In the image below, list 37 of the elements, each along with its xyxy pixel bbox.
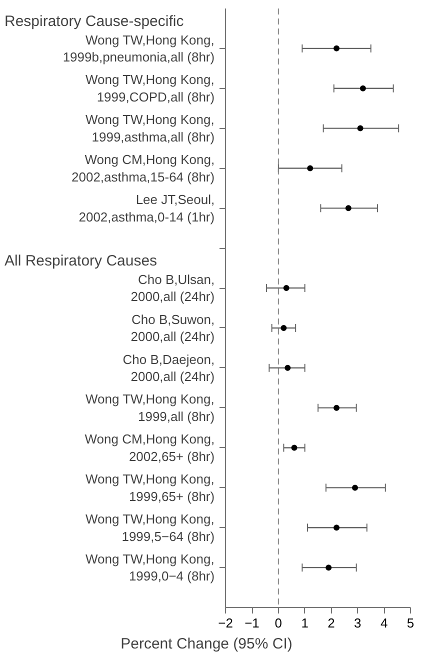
y-tick-label: Wong TW,Hong Kong, 1999,asthma,all (8hr): [85, 112, 215, 144]
y-tick-label: Wong TW,Hong Kong, 1999,5−64 (8hr): [85, 512, 215, 544]
point: [280, 324, 287, 331]
point: [357, 125, 364, 132]
point: [352, 484, 358, 491]
y-tick-label: Lee JT,Seoul, 2002,asthma,0-14 (1hr): [78, 192, 215, 224]
point: [345, 205, 352, 212]
x-tick-label: 4: [380, 616, 388, 630]
y-tick-label: Wong TW,Hong Kong, 1999b,pneumonia,all (8hr): [62, 32, 215, 65]
point: [334, 404, 340, 411]
x-tick-label: 1: [301, 616, 308, 630]
point: [291, 444, 298, 451]
point: [307, 165, 314, 172]
y-tick-label: Cho B,Suwon, 2000,all (24hr): [130, 312, 215, 344]
x-tick-label: 5: [406, 616, 414, 630]
x-tick-label: 3: [354, 616, 362, 630]
point: [360, 85, 366, 92]
x-axis-title: Percent Change (95% CI): [120, 636, 292, 652]
y-tick-label: Cho B,Daejeon, 2000,all (24hr): [122, 352, 215, 384]
point: [334, 45, 340, 52]
y-tick-label: Wong CM,Hong Kong, 2002,asthma,15-64 (8hr): [72, 152, 215, 184]
y-tick-label: Wong TW,Hong Kong, 1999,COPD,all (8hr): [85, 72, 215, 104]
y-tick-label: Wong TW,Hong Kong, 1999,65+ (8hr): [85, 472, 215, 504]
y-tick-label: Wong TW,Hong Kong, 1999,0−4 (8hr): [85, 551, 215, 584]
x-tick-label: 2: [328, 616, 335, 630]
point: [334, 524, 340, 531]
text: All Respiratory Causes: [4, 252, 158, 270]
point: [326, 564, 332, 571]
x-tick-label: 0: [274, 616, 282, 630]
point: [283, 285, 290, 292]
text: Respiratory Cause-specific: [4, 12, 184, 30]
x-tick-label: −2: [218, 616, 234, 630]
point: [284, 364, 291, 371]
x-tick-label: −1: [244, 616, 260, 630]
y-tick-label: Cho B,Ulsan, 2000,all (24hr): [130, 272, 215, 304]
y-tick-label: Wong CM,Hong Kong, 2002,65+ (8hr): [84, 432, 215, 464]
y-tick-label: Wong TW,Hong Kong, 1999,all (8hr): [85, 392, 215, 424]
